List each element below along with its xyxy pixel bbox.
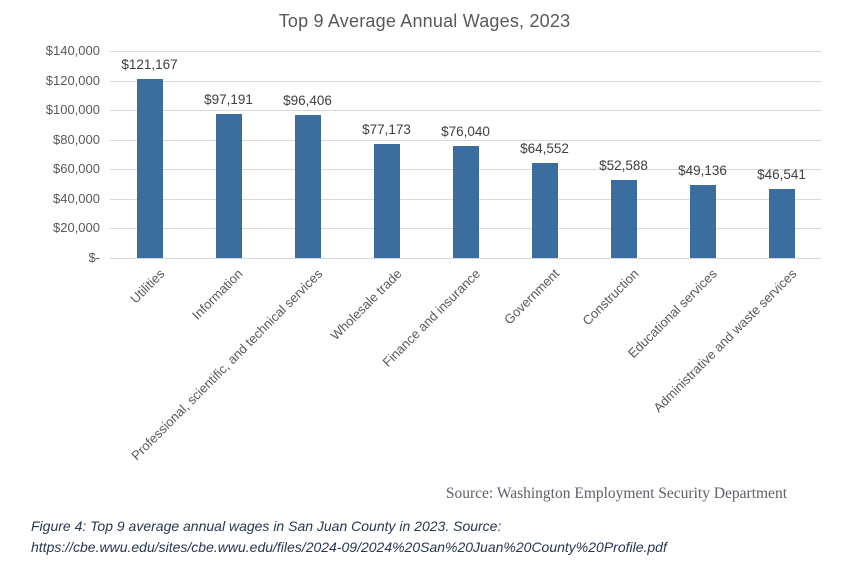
- bar: [373, 143, 400, 258]
- x-axis-category-label: Construction: [578, 266, 642, 329]
- x-axis-category-label: Information: [189, 266, 247, 323]
- y-axis-tick-label: $40,000: [53, 190, 100, 206]
- y-axis-tick-label: $140,000: [45, 43, 100, 58]
- bar-value-label: $97,191: [204, 92, 253, 108]
- bar: [294, 115, 321, 258]
- gridline: [110, 139, 821, 141]
- bar: [610, 180, 637, 258]
- bar: [136, 78, 163, 258]
- bar-value-label: $96,406: [283, 93, 332, 109]
- x-axis-category-label: Administrative and waste services: [650, 266, 800, 416]
- bar: [689, 185, 716, 258]
- x-axis-category-label: Utilities: [126, 266, 168, 307]
- gridline: [110, 80, 821, 82]
- figure-caption-url: https://cbe.wwu.edu/sites/cbe.wwu.edu/fi…: [31, 539, 667, 555]
- source-note: Source: Washington Employment Security D…: [445, 485, 787, 502]
- bar-value-label: $76,040: [441, 123, 490, 139]
- gridline: [110, 51, 821, 52]
- gridline: [110, 110, 821, 112]
- y-axis-tick-label: $-: [88, 250, 100, 265]
- figure-caption: Figure 4: Top 9 average annual wages in …: [31, 516, 667, 558]
- x-axis-category-label: Educational services: [625, 266, 721, 361]
- figure-caption-text: Figure 4: Top 9 average annual wages in …: [31, 518, 502, 534]
- x-axis-category-label: Government: [500, 266, 563, 328]
- chart-title: Top 9 Average Annual Wages, 2023: [278, 11, 571, 31]
- bar-value-label: $49,136: [678, 163, 727, 179]
- gridline: [110, 258, 821, 259]
- bar-value-label: $64,552: [520, 140, 569, 156]
- bar-value-label: $77,173: [362, 121, 411, 137]
- y-axis-tick-label: $80,000: [53, 131, 100, 147]
- bar-value-label: $121,167: [121, 56, 178, 72]
- y-axis-tick-label: $60,000: [53, 161, 100, 177]
- y-axis-tick-label: $120,000: [45, 72, 100, 88]
- x-axis-category-label: Wholesale trade: [327, 266, 405, 344]
- y-axis-tick-label: $100,000: [45, 102, 100, 118]
- bar: [531, 162, 558, 258]
- bar: [452, 145, 479, 258]
- bar-value-label: $46,541: [757, 167, 806, 183]
- bar-value-label: $52,588: [599, 158, 648, 174]
- bar: [215, 114, 242, 258]
- y-axis-tick-label: $20,000: [53, 220, 100, 236]
- bar: [768, 189, 795, 258]
